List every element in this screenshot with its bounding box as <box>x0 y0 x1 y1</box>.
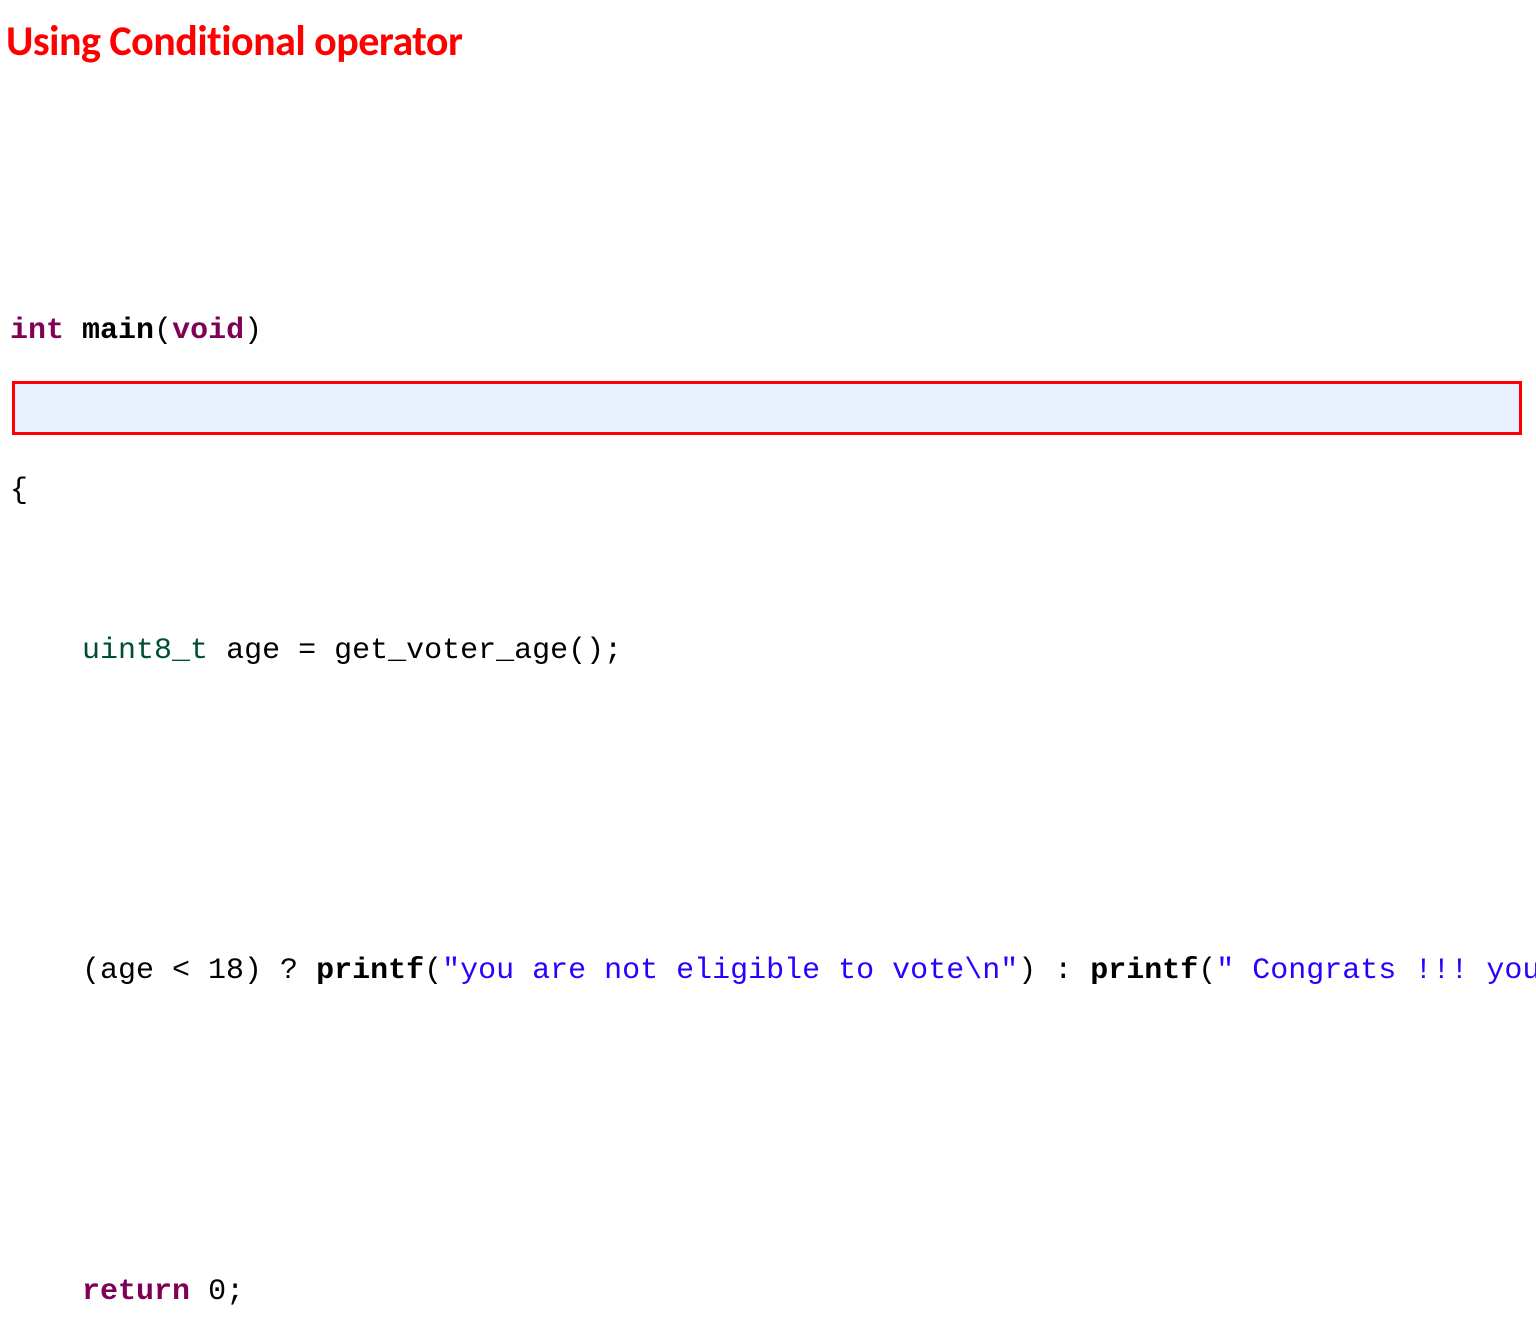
token-number: 0 <box>208 1275 226 1309</box>
code-line-highlighted: (age < 18) ? printf("you are not eligibl… <box>10 945 1536 998</box>
token-string: "you are not eligible to vote\n" <box>442 954 1018 988</box>
token-call: get_voter_age <box>334 634 568 668</box>
token-call: printf <box>316 954 424 988</box>
token-indent <box>10 954 82 988</box>
token-string: " Congrats !!! you can vote\n" <box>1216 954 1536 988</box>
token-semi: ; <box>226 1275 244 1309</box>
token-assign: = <box>280 634 334 668</box>
code-line: { <box>10 465 1536 518</box>
token-function: main <box>82 314 154 348</box>
token-paren: ) <box>1018 954 1036 988</box>
token-paren: ( <box>154 314 172 348</box>
token-keyword: void <box>172 314 244 348</box>
slide-heading: Using Conditional operator <box>6 16 462 67</box>
token-parens: (); <box>568 634 622 668</box>
token-indent <box>10 1275 82 1309</box>
token-colon: : <box>1036 954 1090 988</box>
token-paren: ) <box>244 314 262 348</box>
code-line-blank <box>10 785 1536 838</box>
token-paren: ( <box>424 954 442 988</box>
token-var: age <box>226 634 280 668</box>
token-indent <box>10 634 82 668</box>
code-line: int main(void) <box>10 305 1536 358</box>
token-brace: { <box>10 474 28 508</box>
code-block: int main(void) { uint8_t age = get_voter… <box>10 198 1536 1328</box>
code-line: uint8_t age = get_voter_age(); <box>10 625 1536 678</box>
token-space <box>64 314 82 348</box>
token-expr: (age < 18) ? <box>82 954 316 988</box>
token-space <box>208 634 226 668</box>
token-space <box>190 1275 208 1309</box>
code-line-blank <box>10 1106 1536 1159</box>
token-paren: ( <box>1198 954 1216 988</box>
token-keyword: int <box>10 314 64 348</box>
token-call: printf <box>1090 954 1198 988</box>
code-line: return 0; <box>10 1266 1536 1319</box>
token-type: uint8_t <box>82 634 208 668</box>
token-keyword: return <box>82 1275 190 1309</box>
